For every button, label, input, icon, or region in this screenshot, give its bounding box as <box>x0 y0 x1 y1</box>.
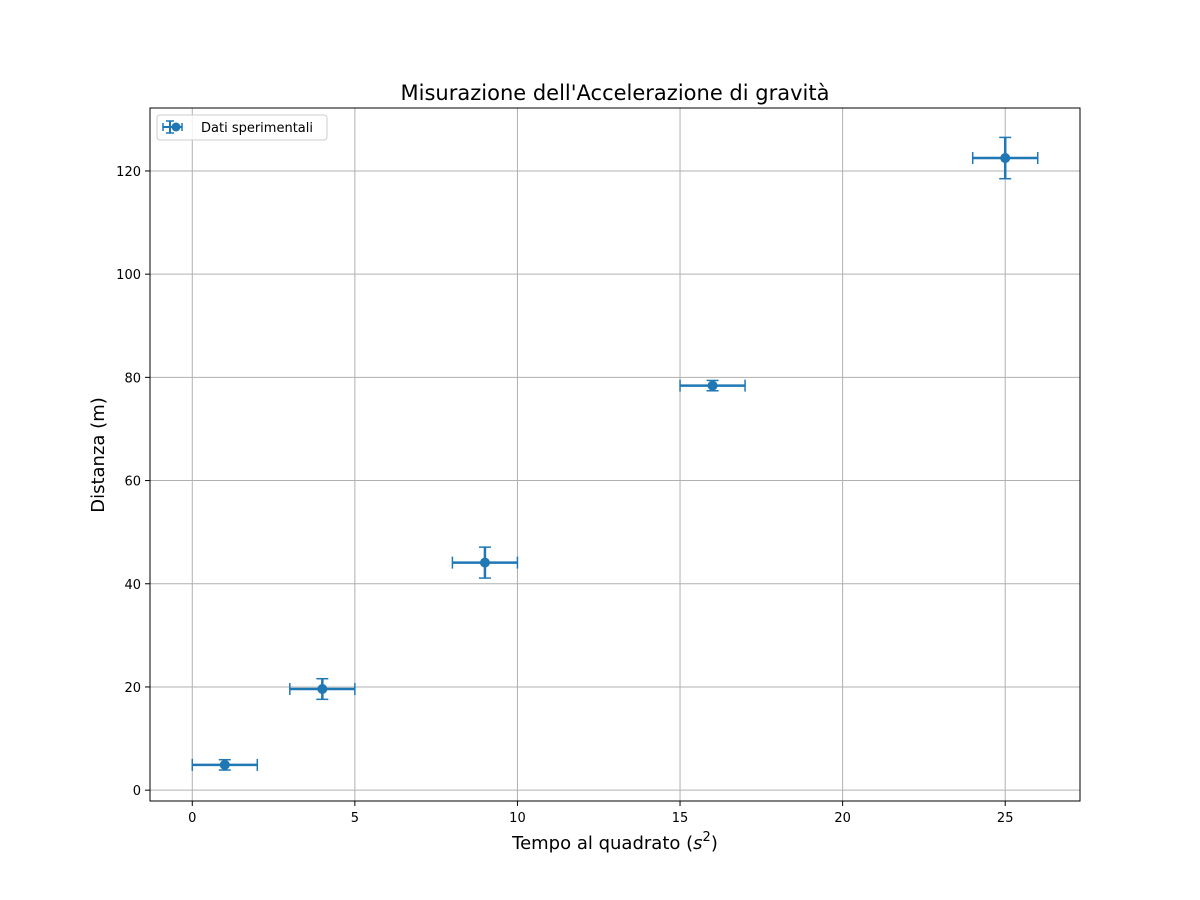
chart-title: Misurazione dell'Accelerazione di gravit… <box>401 81 830 105</box>
data-point-group <box>191 758 259 771</box>
data-point <box>219 759 230 770</box>
legend: Dati sperimentali <box>156 114 328 141</box>
y-tick-label: 120 <box>116 165 141 180</box>
x-axis-label-close-paren: ) <box>711 833 718 854</box>
x-axis-label-exponent: 2 <box>703 830 711 845</box>
data-point <box>707 380 718 391</box>
x-axis-ticks: 0 5 10 15 20 25 <box>188 801 1013 826</box>
x-axis-label-open-paren: ( <box>686 833 693 854</box>
y-tick-label: 20 <box>124 681 141 696</box>
x-tick-label: 5 <box>351 811 359 826</box>
y-axis-label: Distanza (m) <box>88 397 109 513</box>
data-series <box>191 136 1039 771</box>
x-axis-label-text: Tempo al quadrato <box>511 833 686 854</box>
legend-box <box>156 114 328 141</box>
y-axis-ticks: 0 20 40 60 80 100 120 <box>116 165 150 799</box>
x-tick-label: 0 <box>188 811 196 826</box>
y-tick-label: 100 <box>116 268 141 283</box>
data-point <box>317 684 328 695</box>
data-point <box>479 557 490 568</box>
data-point-group <box>289 677 356 701</box>
x-axis-label: Tempo al quadrato (s2) <box>511 830 718 854</box>
x-tick-label: 25 <box>997 811 1014 826</box>
x-tick-label: 15 <box>672 811 689 826</box>
x-tick-label: 10 <box>509 811 526 826</box>
y-tick-label: 0 <box>133 784 141 799</box>
grid-lines <box>150 108 1080 801</box>
y-tick-label: 40 <box>124 578 141 593</box>
data-point-group <box>451 546 519 579</box>
legend-marker <box>162 120 183 134</box>
data-point-group <box>971 136 1039 180</box>
data-point-group <box>679 379 746 392</box>
plot-frame <box>149 107 1081 802</box>
data-point <box>1000 153 1011 164</box>
y-tick-label: 60 <box>124 475 141 490</box>
legend-label: Dati sperimentali <box>201 121 313 136</box>
plot-area <box>150 108 1080 801</box>
x-axis-label-unit: s <box>693 833 702 854</box>
y-tick-label: 80 <box>124 371 141 386</box>
x-tick-label: 20 <box>834 811 851 826</box>
